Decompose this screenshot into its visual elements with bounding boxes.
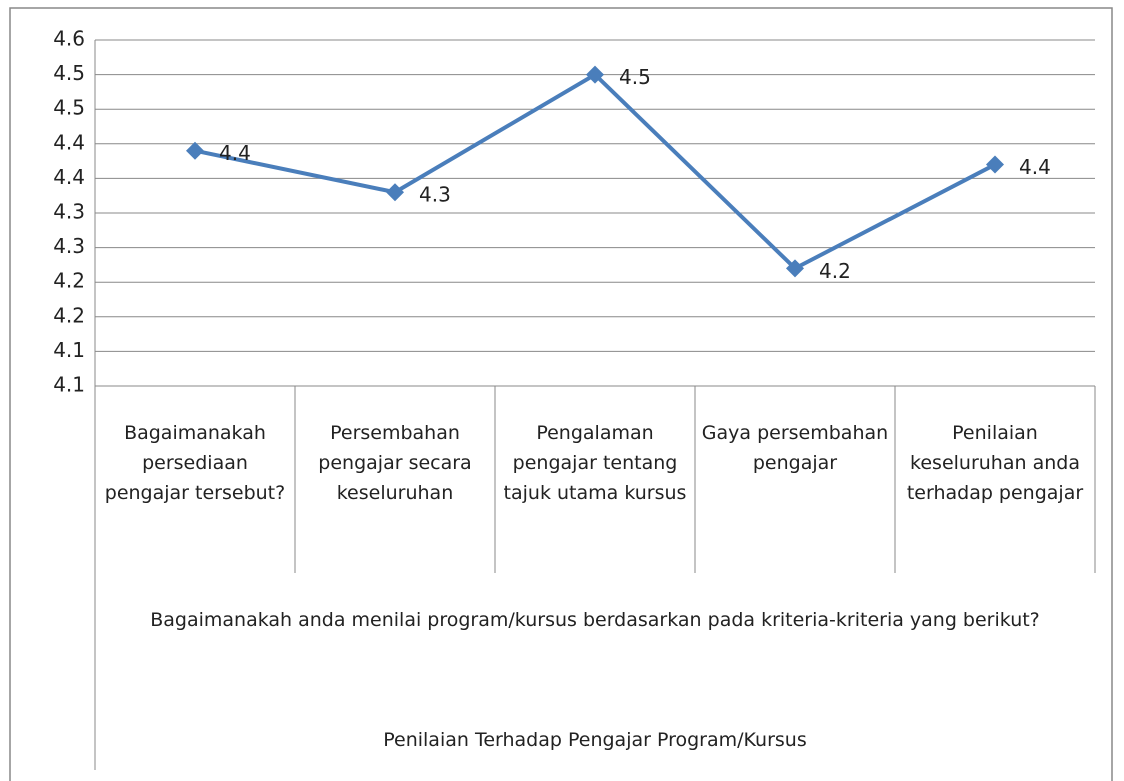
marker <box>786 259 804 278</box>
x-tick-label: Pengalaman pengajar tentang tajuk utama … <box>503 422 687 504</box>
data-label: 4.2 <box>819 259 851 283</box>
y-tick-label: 4.3 <box>53 200 85 224</box>
chart-frame <box>9 7 1113 781</box>
y-tick-label: 4.6 <box>53 27 85 51</box>
y-tick-label: 4.5 <box>53 61 85 85</box>
x-tick-label: Bagaimanakah persediaan pengajar tersebu… <box>104 422 286 504</box>
marker <box>186 141 204 160</box>
marker <box>586 65 604 84</box>
data-label: 4.5 <box>619 65 651 89</box>
data-label: 4.4 <box>1019 155 1051 179</box>
y-tick-label: 4.1 <box>53 338 85 362</box>
y-tick-label: 4.2 <box>53 269 85 293</box>
marker <box>986 155 1004 174</box>
data-label: 4.4 <box>219 141 251 165</box>
marker <box>386 183 404 202</box>
data-label: 4.3 <box>419 183 451 207</box>
x-tick-label: Persembahan pengajar secara keseluruhan <box>318 422 472 504</box>
x-tick-label: Penilaian keseluruhan anda terhadap peng… <box>906 422 1084 504</box>
y-tick-label: 4.2 <box>53 303 85 327</box>
line <box>194 72 996 271</box>
y-tick-label: 4.1 <box>53 373 85 397</box>
caption: Penilaian Terhadap Pengajar Program/Kurs… <box>383 729 807 751</box>
y-tick-label: 4.4 <box>53 165 85 189</box>
x-axis-title: Bagaimanakah anda menilai program/kursus… <box>150 609 1040 631</box>
y-tick-label: 4.4 <box>53 130 85 154</box>
y-tick-label: 4.5 <box>53 96 85 120</box>
y-tick-label: 4.3 <box>53 234 85 258</box>
x-tick-label: Gaya persembahan pengajar <box>701 422 889 474</box>
